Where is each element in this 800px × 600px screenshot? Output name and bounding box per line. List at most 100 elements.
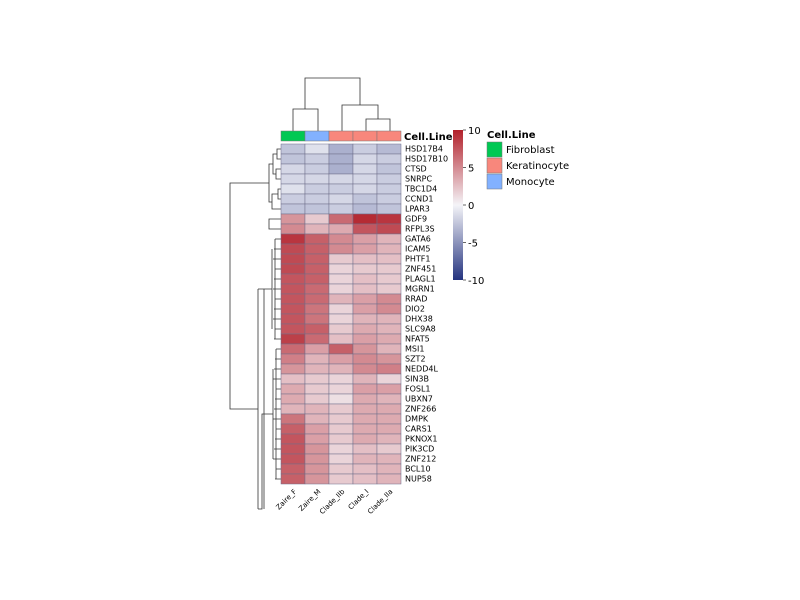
row-label: MSI1	[405, 345, 424, 354]
row-label: GATA6	[405, 235, 431, 244]
heatmap-cell	[352, 263, 378, 275]
heatmap-cell	[304, 253, 330, 265]
row-label: BCL10	[405, 465, 431, 474]
heatmap-cell	[304, 383, 330, 395]
color-scale-tick-label: -5	[468, 239, 478, 250]
heatmap-cell	[328, 393, 354, 405]
heatmap-cell	[304, 193, 330, 205]
heatmap-cell	[328, 373, 354, 385]
heatmap-cell	[328, 203, 354, 215]
row-label: NUP58	[405, 475, 432, 484]
row-dendrogram	[229, 148, 281, 510]
heatmap-cell	[376, 353, 402, 365]
heatmap-cell	[304, 413, 330, 425]
annotation-cell	[376, 130, 402, 142]
heatmap-cell	[328, 143, 354, 155]
annotation-cell	[304, 130, 330, 142]
heatmap-cell	[328, 293, 354, 305]
color-scale-tick-label: -10	[468, 276, 484, 287]
heatmap-cell	[352, 203, 378, 215]
heatmap-cell	[304, 323, 330, 335]
legend-label: Fibroblast	[506, 145, 555, 156]
color-scale-tick-label: 10	[468, 126, 481, 137]
heatmap-cells	[280, 143, 402, 485]
heatmap-cell	[304, 223, 330, 235]
legend-label: Keratinocyte	[506, 161, 569, 172]
annotation-cell	[280, 130, 306, 142]
heatmap-cell	[376, 393, 402, 405]
heatmap-cell	[328, 223, 354, 235]
heatmap-cell	[280, 203, 306, 215]
heatmap-cell	[280, 383, 306, 395]
heatmap-cell	[352, 253, 378, 265]
heatmap-cell	[304, 303, 330, 315]
heatmap-cell	[280, 293, 306, 305]
heatmap-cell	[352, 293, 378, 305]
heatmap-cell	[352, 183, 378, 195]
column-dendrogram	[292, 77, 391, 131]
heatmap-cell	[304, 243, 330, 255]
color-scale-tick-label: 5	[468, 164, 474, 175]
heatmap-cell	[376, 273, 402, 285]
heatmap-cell	[376, 173, 402, 185]
heatmap-cell	[352, 333, 378, 345]
heatmap-cell	[352, 143, 378, 155]
heatmap-cell	[376, 423, 402, 435]
row-label: DHX38	[405, 315, 433, 324]
heatmap-cell	[352, 163, 378, 175]
heatmap-cell	[280, 253, 306, 265]
row-label: SZT2	[405, 355, 426, 364]
heatmap-cell	[328, 383, 354, 395]
heatmap-cell	[280, 283, 306, 295]
heatmap-cell	[328, 353, 354, 365]
heatmap-cell	[376, 333, 402, 345]
annotation-cell	[328, 130, 354, 142]
heatmap-cell	[328, 423, 354, 435]
col-dendro-branch	[341, 104, 379, 131]
color-scale-legend: 10 5 0 -5 -10	[453, 126, 484, 287]
heatmap-cell	[280, 403, 306, 415]
heatmap-cell	[376, 283, 402, 295]
heatmap-cell	[376, 433, 402, 445]
heatmap-cell	[328, 243, 354, 255]
heatmap-cell	[280, 413, 306, 425]
heatmap-cell	[304, 293, 330, 305]
heatmap-cell	[304, 373, 330, 385]
heatmap-cell	[376, 453, 402, 465]
heatmap-cell	[328, 433, 354, 445]
heatmap-cell	[328, 313, 354, 325]
row-label: LPAR3	[405, 205, 430, 214]
cell-line-annotation-bar	[280, 130, 402, 142]
heatmap-cell	[304, 363, 330, 375]
heatmap-cell	[328, 333, 354, 345]
legend-label: Monocyte	[506, 177, 555, 188]
heatmap-cell	[280, 213, 306, 225]
heatmap-cell	[352, 363, 378, 375]
row-label: TBC1D4	[404, 185, 437, 194]
heatmap-cell	[304, 343, 330, 355]
heatmap-cell	[328, 443, 354, 455]
heatmap-cell	[304, 433, 330, 445]
row-label: DMPK	[405, 415, 429, 424]
heatmap-cell	[328, 253, 354, 265]
row-label: HSD17B4	[405, 145, 443, 154]
heatmap-cell	[280, 453, 306, 465]
heatmap-cell	[304, 313, 330, 325]
heatmap-cell	[376, 223, 402, 235]
heatmap-cell	[376, 233, 402, 245]
heatmap-cell	[352, 343, 378, 355]
heatmap-cell	[376, 243, 402, 255]
heatmap-cell	[376, 473, 402, 485]
row-label: RFPL3S	[405, 225, 435, 234]
heatmap-cell	[328, 163, 354, 175]
heatmap-cell	[352, 173, 378, 185]
annotation-cell	[352, 130, 378, 142]
heatmap-cell	[328, 213, 354, 225]
heatmap-cell	[376, 363, 402, 375]
row-label: PLAGL1	[405, 275, 436, 284]
row-label: ZNF451	[405, 265, 436, 274]
heatmap-cell	[280, 223, 306, 235]
heatmap-cell	[328, 173, 354, 185]
heatmap-cell	[304, 403, 330, 415]
